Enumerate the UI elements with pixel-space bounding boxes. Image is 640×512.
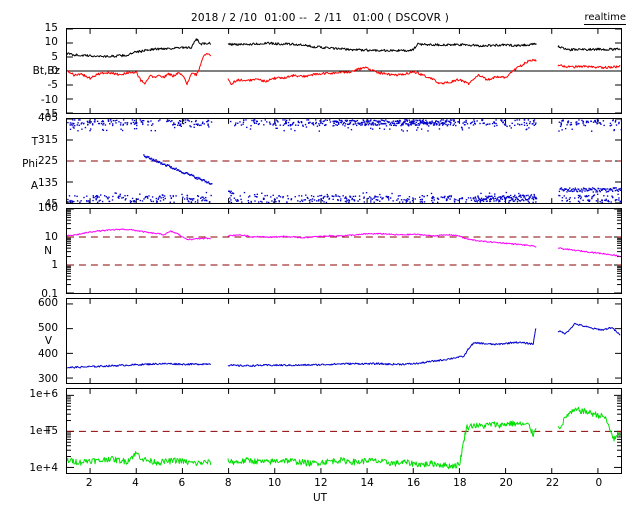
ytick-label: 5 xyxy=(51,50,58,63)
ytick-label: -15 xyxy=(40,108,58,120)
ytick-label: 15 xyxy=(44,22,58,34)
ytick-label: 45 xyxy=(44,198,58,210)
ytick-label: 0.1 xyxy=(41,288,58,300)
panel-temperature-canvas xyxy=(67,389,621,473)
ytick-label: 225 xyxy=(37,155,58,167)
xtick-label: 20 xyxy=(499,477,513,489)
panel-temperature xyxy=(66,388,622,474)
panel-velocity xyxy=(66,298,622,384)
realtime-badge: realtime xyxy=(584,12,626,25)
xtick-label: 14 xyxy=(360,477,374,489)
panel-label-A: A xyxy=(30,180,38,192)
panel-field-angles xyxy=(66,118,622,204)
ytick-label: 1e+4 xyxy=(29,462,58,475)
panel-label-Phi: Phi xyxy=(22,158,38,170)
xtick-label: 22 xyxy=(545,477,560,489)
panel-field-angles-canvas xyxy=(67,119,621,203)
x-axis-label: UT xyxy=(312,492,328,504)
ytick-label: -10 xyxy=(40,93,58,106)
page-title: 2018 / 2 /10 01:00 -- 2 /11 01:00 ( DSCO… xyxy=(190,12,449,24)
ytick-label: -5 xyxy=(47,79,58,92)
panel-temperature-label: T xyxy=(45,425,52,437)
xtick-label: 12 xyxy=(314,477,328,489)
ytick-label: 10 xyxy=(44,230,58,243)
xtick-label: 4 xyxy=(132,477,139,489)
xtick-label: 10 xyxy=(267,477,282,489)
xtick-label: 16 xyxy=(406,477,421,489)
ytick-label: 135 xyxy=(37,176,58,189)
panel-density xyxy=(66,208,622,294)
panel-density-label: N xyxy=(44,245,52,257)
ytick-label: 400 xyxy=(37,347,58,360)
ytick-label: 1e+5 xyxy=(29,425,58,438)
xtick-label: 6 xyxy=(178,477,186,489)
ytick-label: 1e+6 xyxy=(29,388,58,401)
xtick-label: 8 xyxy=(224,477,232,489)
panel-label-T: T xyxy=(31,136,38,148)
ytick-label: 300 xyxy=(37,372,58,385)
ytick-label: 600 xyxy=(37,297,58,310)
xtick-label: 2 xyxy=(85,477,93,489)
panel-magnetic-field-canvas xyxy=(67,29,621,113)
ytick-label: 500 xyxy=(37,322,58,335)
ytick-label: 405 xyxy=(37,112,58,124)
panel-magnetic-field-label: Bt,Bz xyxy=(32,65,60,77)
xtick-label: 0 xyxy=(595,477,603,489)
ytick-label: 0 xyxy=(51,65,58,77)
ytick-label: 100 xyxy=(37,202,58,214)
ytick-label: 10 xyxy=(44,36,58,49)
panel-velocity-canvas xyxy=(67,299,621,383)
panel-velocity-label: V xyxy=(44,335,52,347)
xtick-label: 18 xyxy=(453,477,467,489)
ytick-label: 1 xyxy=(51,259,58,272)
panel-magnetic-field xyxy=(66,28,622,114)
panel-density-canvas xyxy=(67,209,621,293)
ytick-label: 315 xyxy=(37,133,58,146)
